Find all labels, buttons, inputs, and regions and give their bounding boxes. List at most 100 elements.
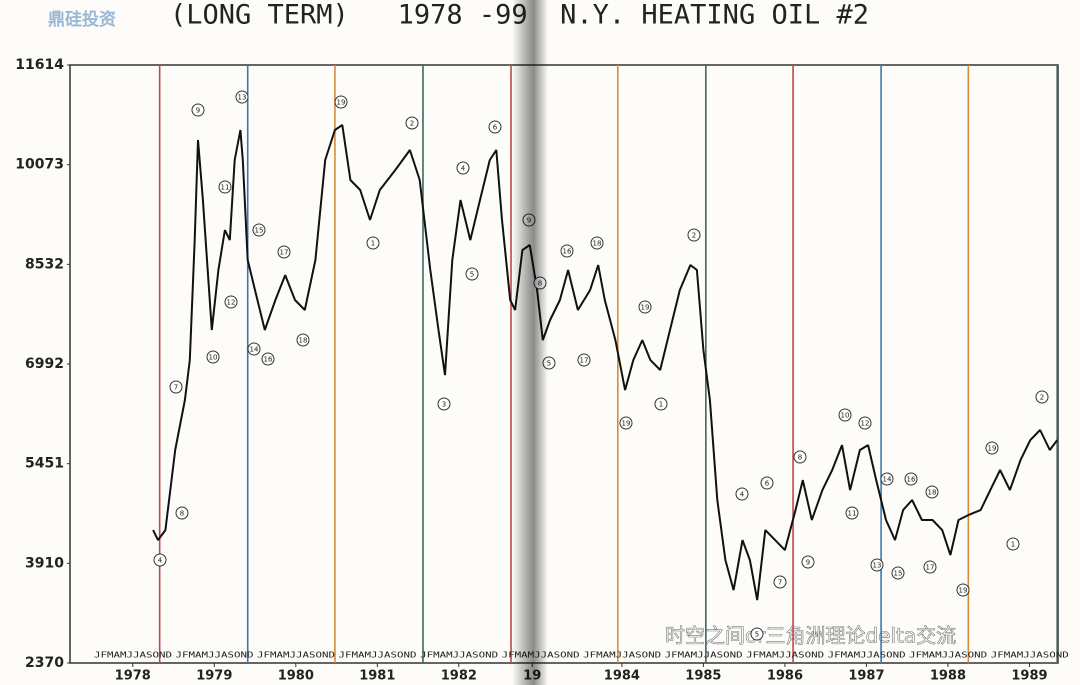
wave-label: 16 — [907, 476, 916, 484]
month-strip: JFMAMJJASOND — [257, 651, 335, 660]
wave-label: 1 — [371, 240, 375, 248]
y-tick-label: 3910 — [25, 555, 64, 571]
wave-label: 3 — [442, 401, 446, 409]
month-strip: JFMAMJJASOND — [94, 651, 172, 660]
wave-circle — [334, 95, 348, 109]
month-strip: JFMAMJJASOND — [746, 651, 824, 660]
wave-label: 13 — [238, 94, 247, 102]
wave-circle — [252, 223, 266, 237]
x-tick-label: 1981 — [359, 669, 395, 684]
wave-circle — [175, 506, 189, 520]
wave-label: 14 — [250, 346, 259, 354]
wave-circle — [277, 245, 291, 259]
wave-label: 16 — [563, 248, 572, 256]
wave-circle — [405, 116, 419, 130]
month-strip: JFMAMJJASOND — [909, 651, 987, 660]
wave-circle — [224, 295, 238, 309]
wave-circle — [638, 300, 652, 314]
y-tick-label: 5451 — [25, 456, 64, 472]
page-fold — [512, 0, 548, 685]
wave-label: 1 — [659, 401, 663, 409]
wave-circle — [296, 333, 310, 347]
wave-circle — [760, 476, 774, 490]
x-tick-label: 1988 — [930, 669, 966, 684]
wave-circle — [577, 353, 591, 367]
wave-circle — [880, 472, 894, 486]
wave-label: 19 — [622, 420, 631, 428]
watermark: 时空之间or三角洲理论delta交流 — [665, 624, 956, 648]
wave-label: 16 — [264, 356, 273, 364]
wave-circle — [801, 555, 815, 569]
wave-circle — [191, 103, 205, 117]
x-tick-label: 1984 — [604, 669, 640, 684]
wave-circle — [773, 575, 787, 589]
month-strip: JFMAMJJASOND — [420, 651, 498, 660]
wave-circle — [845, 506, 859, 520]
wave-circle — [1035, 390, 1049, 404]
y-tick-label: 10073 — [15, 157, 64, 173]
wave-circle — [488, 120, 502, 134]
wave-label: 18 — [299, 337, 308, 345]
wave-circle — [206, 350, 220, 364]
wave-circle — [904, 472, 918, 486]
wave-label: 2 — [1040, 394, 1044, 402]
wave-label: 10 — [841, 412, 850, 420]
wave-label: 2 — [410, 120, 414, 128]
wave-circle — [891, 566, 905, 580]
wave-circle — [985, 441, 999, 455]
wave-label: 11 — [221, 184, 230, 192]
wave-label: 4 — [461, 165, 466, 173]
wave-label: 19 — [988, 445, 997, 453]
wave-circle — [619, 416, 633, 430]
wave-label: 1 — [1011, 541, 1015, 549]
wave-circle — [560, 244, 574, 258]
month-strip: JFMAMJJASOND — [583, 651, 661, 660]
y-tick-label: 11614 — [15, 57, 64, 73]
month-strip: JFMAMJJASOND — [339, 651, 417, 660]
wave-label: 17 — [280, 249, 289, 257]
wave-circle — [925, 485, 939, 499]
wave-circle — [654, 397, 668, 411]
wave-label: 5 — [470, 271, 474, 279]
x-tick-label: 1989 — [1011, 669, 1047, 684]
wave-label: 17 — [926, 564, 935, 572]
wave-circle — [437, 397, 451, 411]
logo: 鼎硅投资 — [48, 9, 116, 30]
x-tick-label: 1987 — [848, 669, 884, 684]
wave-label: 15 — [255, 227, 264, 235]
wave-label: 15 — [894, 570, 903, 578]
wave-label: 8 — [180, 510, 184, 518]
wave-circle — [465, 267, 479, 281]
wave-label: 9 — [806, 559, 810, 567]
wave-label: 12 — [227, 299, 236, 307]
wave-label: 7 — [778, 579, 782, 587]
wave-circle — [870, 558, 884, 572]
wave-label: 4 — [740, 491, 745, 499]
wave-circle — [247, 342, 261, 356]
wave-label: 17 — [580, 357, 589, 365]
wave-label: 13 — [873, 562, 882, 570]
wave-circle — [858, 416, 872, 430]
wave-circle — [750, 627, 764, 641]
y-tick-label: 6992 — [25, 356, 64, 372]
wave-label: 8 — [798, 454, 802, 462]
wave-circle — [687, 228, 701, 242]
wave-circle — [153, 553, 167, 567]
wave-label: 9 — [196, 107, 200, 115]
wave-circle — [838, 408, 852, 422]
x-tick-label: 1980 — [278, 669, 314, 684]
wave-circle — [261, 352, 275, 366]
month-strip: JFMAMJJASOND — [176, 651, 254, 660]
wave-label: 4 — [158, 557, 163, 565]
wave-circle — [793, 450, 807, 464]
y-tick-label: 2370 — [25, 655, 64, 671]
wave-circle — [456, 161, 470, 175]
x-tick-label: 1979 — [196, 669, 232, 684]
x-tick-label: 1985 — [685, 669, 721, 684]
x-tick-label: 1986 — [767, 669, 803, 684]
wave-label: 12 — [861, 420, 870, 428]
wave-label: 5 — [755, 631, 759, 639]
wave-circle — [923, 560, 937, 574]
wave-label: 11 — [848, 510, 857, 518]
